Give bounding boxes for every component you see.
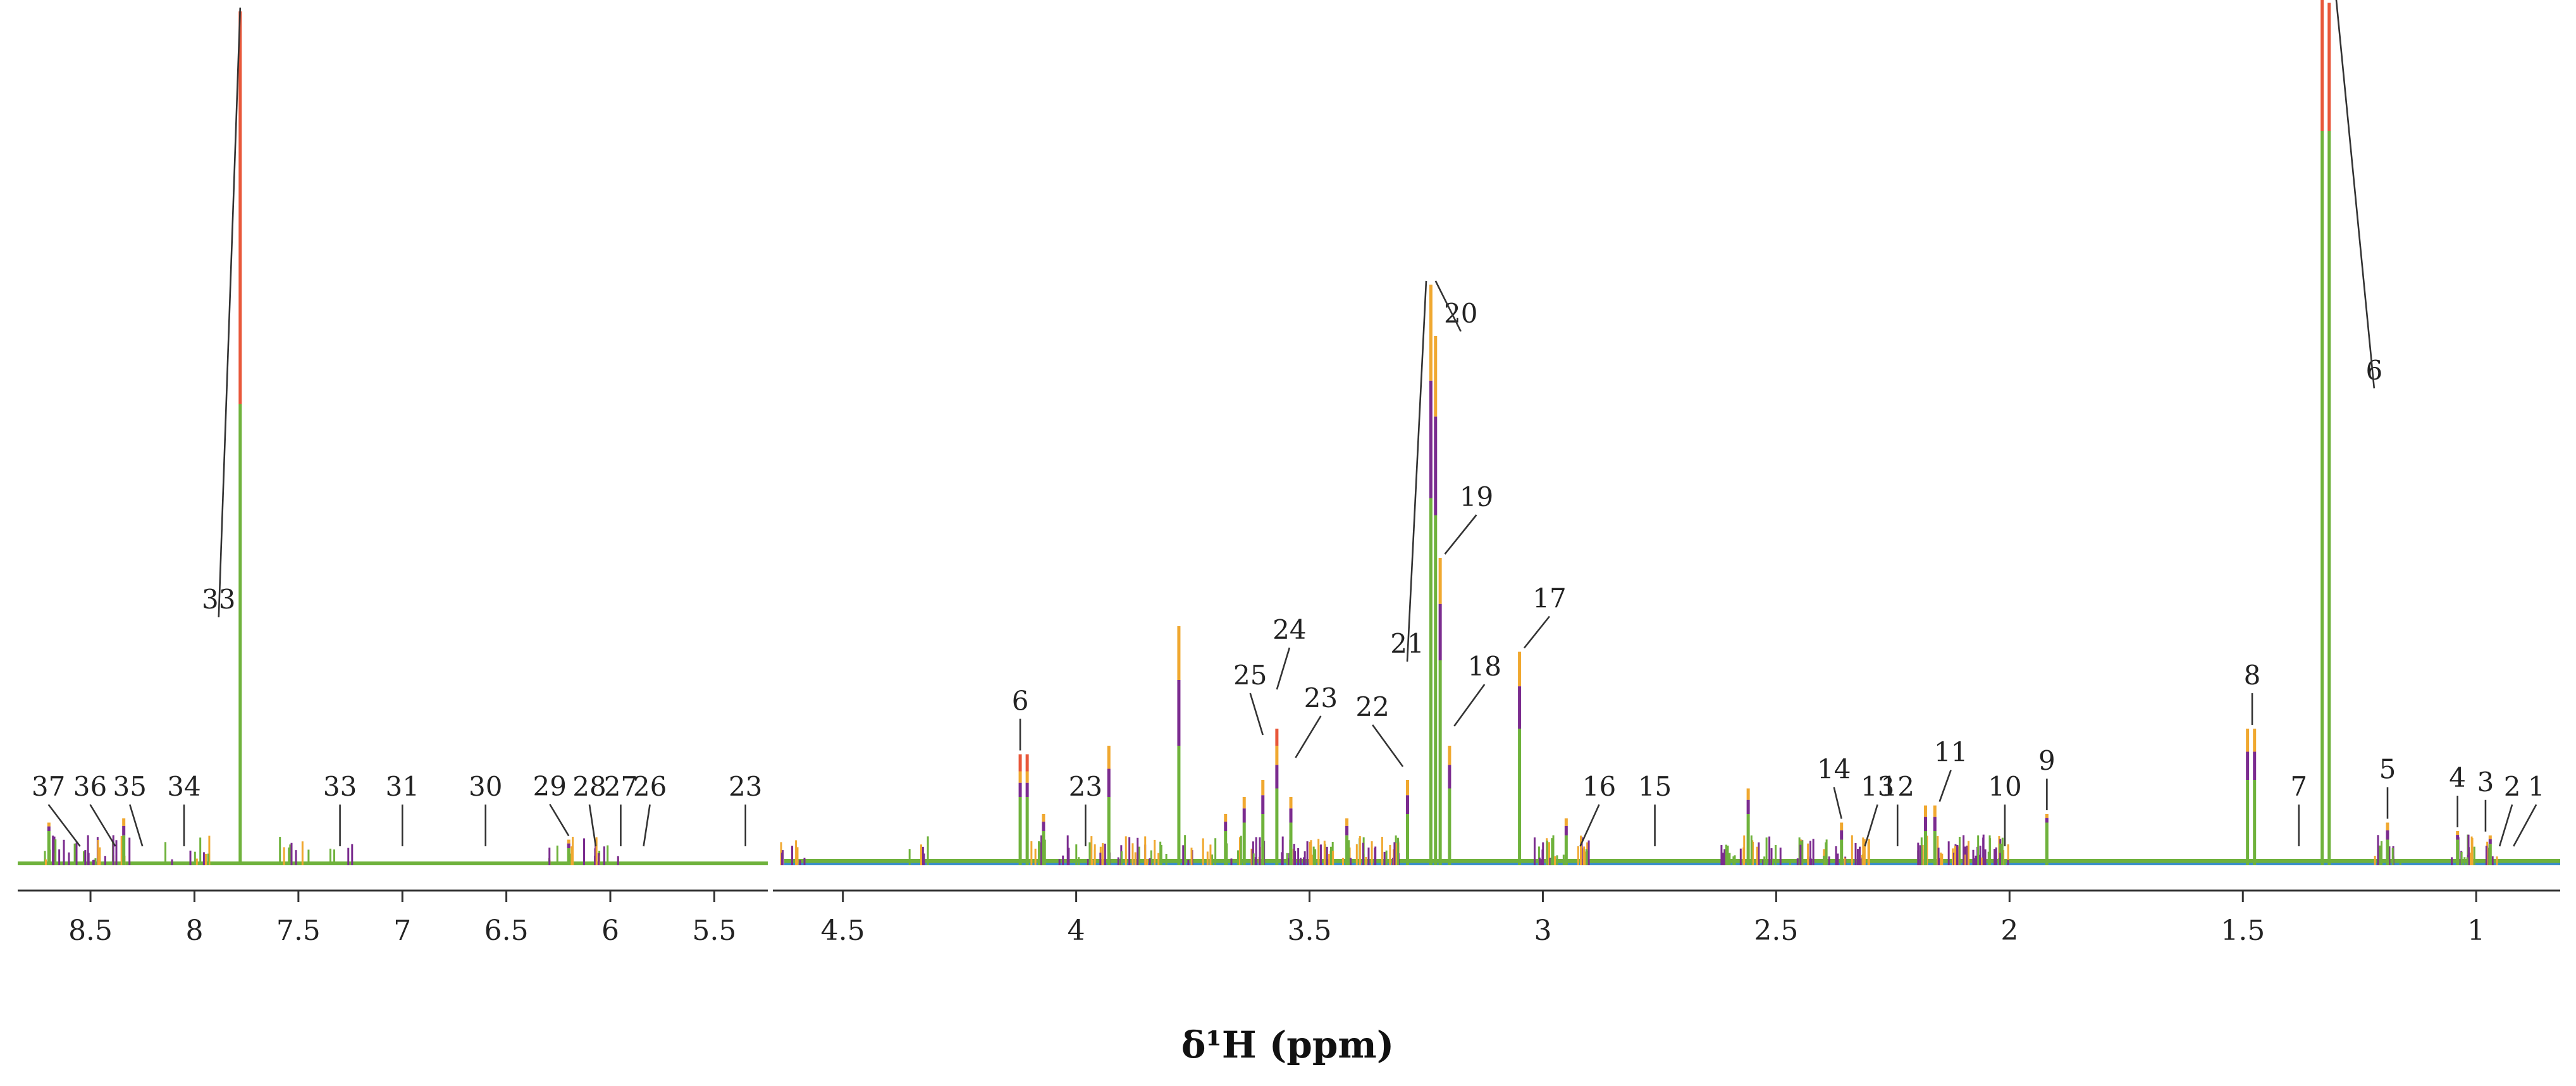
left-panel-tick-label: 6.5: [484, 915, 529, 947]
peak-leader-19: [1444, 514, 1477, 555]
peak-leader-20: [1434, 280, 1462, 332]
peak-label-30: 30: [469, 771, 502, 802]
left-panel-tick-label: 7: [393, 915, 411, 947]
x-axis-title: δ¹H (ppm): [1181, 1023, 1394, 1066]
peak-leader-28: [588, 804, 597, 847]
peak-label-19: 19: [1460, 481, 1493, 512]
baseline-right-blue: [784, 863, 2560, 865]
peak-label-9: 9: [2038, 745, 2055, 776]
peak-leader-35: [129, 804, 144, 847]
peak-label-12: 12: [1881, 771, 1914, 802]
peak-label-35: 35: [113, 771, 147, 802]
peak-label-33: 33: [323, 771, 357, 802]
peak-leader-26: [643, 804, 651, 847]
peak-leader-33: [218, 7, 242, 618]
peak-label-34: 34: [167, 771, 200, 802]
peak-label-14: 14: [1817, 754, 1851, 785]
left-panel-tick-label: 6: [601, 915, 619, 947]
peak-leader-21: [1406, 280, 1427, 662]
peak-leader-29: [549, 803, 570, 837]
peak-label-37: 37: [32, 771, 65, 802]
peak-leader-16: [1579, 804, 1600, 847]
peak-label-3: 3: [2477, 767, 2494, 798]
peak-leader-13: [1864, 804, 1878, 847]
peak-label-23: 23: [1304, 682, 1338, 713]
peak-leader-6: [2335, 0, 2376, 389]
peak-label-36: 36: [73, 771, 107, 802]
peak-label-28: 28: [572, 771, 606, 802]
baseline-left: [18, 861, 768, 865]
peak-label-31: 31: [385, 771, 419, 802]
peak-label-23: 23: [1069, 771, 1102, 802]
peak-label-4: 4: [2449, 762, 2466, 793]
right-panel-tick-label: 4: [1068, 915, 1085, 947]
peak-label-1: 1: [2528, 771, 2545, 802]
peak-label-17: 17: [1532, 583, 1566, 614]
peak-label-2: 2: [2504, 771, 2521, 802]
peak-label-6: 6: [1012, 686, 1029, 717]
peak-leader-22: [1372, 724, 1404, 767]
left-panel-tick-label: 8.5: [68, 915, 113, 947]
peak-label-16: 16: [1582, 771, 1616, 802]
right-panel-tick-label: 3.5: [1288, 915, 1332, 947]
peak-label-23: 23: [729, 771, 762, 802]
peak-label-22: 22: [1355, 691, 1389, 722]
right-panel-tick-label: 4.5: [821, 915, 865, 947]
peak-leader-11: [1938, 770, 1952, 802]
panel-gap: [768, 0, 773, 916]
peak-label-5: 5: [2379, 754, 2396, 785]
peak-leader-24: [1276, 647, 1291, 690]
peak-label-25: 25: [1233, 660, 1267, 691]
tick-layer: 8.5 8 7.5 7 6.5 6 5.5 4.5 4 3.5 3 2.5 2 1.5 1: [68, 891, 2485, 947]
peak-leader-23: [1295, 715, 1322, 758]
spectra-layer: [18, 0, 2560, 865]
right-panel-tick-label: 2.5: [1754, 915, 1798, 947]
peak-leader-25: [1249, 693, 1264, 736]
peak-label-27: 27: [604, 771, 638, 802]
peak-label-7: 7: [2290, 771, 2307, 802]
peak-leader-14: [1833, 787, 1842, 819]
peak-label-29: 29: [533, 771, 567, 802]
peak-label-13: 13: [1861, 771, 1894, 802]
left-panel-tick-label: 7.5: [276, 915, 321, 947]
baseline-right: [784, 859, 2560, 865]
right-panel-tick-label: 1: [2467, 915, 2485, 947]
peak-label-20: 20: [1444, 298, 1477, 329]
peak-label-24: 24: [1273, 614, 1306, 645]
peak-leader-36: [89, 804, 116, 847]
right-panel-tick-label: 2: [2000, 915, 2018, 947]
left-panel-tick-label: 5.5: [692, 915, 736, 947]
peak-label-26: 26: [633, 771, 667, 802]
left-panel-tick-label: 8: [185, 915, 203, 947]
peak-leader-18: [1453, 684, 1486, 727]
peak-leader-1: [2513, 804, 2537, 847]
peak-leader-37: [47, 804, 81, 847]
peak-label-18: 18: [1468, 651, 1501, 682]
axes-layer: [18, 0, 2560, 916]
peak-label-15: 15: [1638, 771, 1672, 802]
right-panel-tick-label: 3: [1534, 915, 1551, 947]
peak-label-11: 11: [1934, 737, 1968, 768]
peak-leader-2: [2498, 804, 2513, 847]
right-panel-tick-label: 1.5: [2221, 915, 2265, 947]
peak-label-8: 8: [2244, 660, 2261, 691]
peak-label-10: 10: [1988, 771, 2021, 802]
peak-leader-17: [1523, 615, 1550, 649]
